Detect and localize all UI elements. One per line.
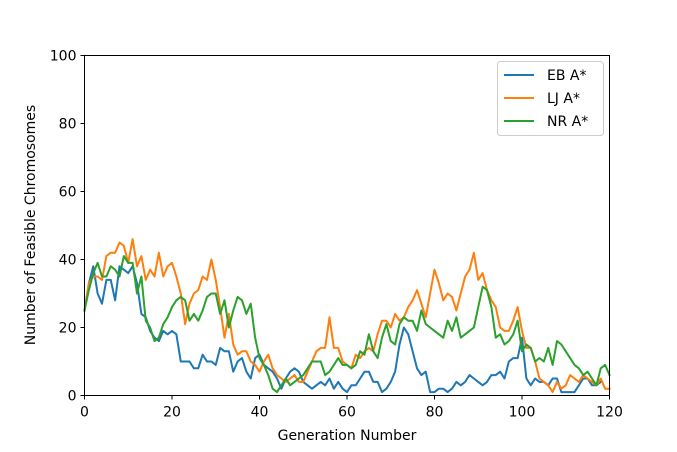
legend: EB A* LJ A* NR A*: [497, 61, 604, 136]
x-tick-label: 0: [80, 405, 89, 421]
series-line-2: [83, 255, 611, 394]
legend-label: EB A*: [547, 68, 586, 84]
y-tick-label: 20: [59, 321, 77, 337]
y-tick-label: 40: [59, 253, 77, 269]
x-tick-label: 40: [251, 405, 269, 421]
legend-label: NR A*: [547, 114, 588, 130]
y-tick-label: 0: [68, 389, 77, 405]
series-line-0: [83, 265, 603, 394]
series-layer: [83, 238, 611, 394]
y-tick-label: 60: [59, 185, 77, 201]
x-tick-label: 60: [338, 405, 356, 421]
series-line-1: [83, 238, 611, 394]
x-tick-label: 100: [509, 405, 536, 421]
legend-label: LJ A*: [547, 91, 580, 107]
x-tick-label: 20: [163, 405, 181, 421]
x-tick-label: 80: [426, 405, 444, 421]
y-tick-label: 100: [50, 49, 77, 65]
x-tick-label: 120: [596, 405, 623, 421]
x-axis-ticks: 0 20 40 60 80 100 120: [80, 395, 623, 421]
x-axis-label: Generation Number: [278, 428, 417, 444]
y-tick-label: 80: [59, 117, 77, 133]
legend-box: [497, 61, 604, 136]
y-axis-ticks: 0 20 40 60 80 100: [50, 49, 85, 405]
y-axis-label: Number of Feasible Chromosomes: [23, 105, 39, 345]
